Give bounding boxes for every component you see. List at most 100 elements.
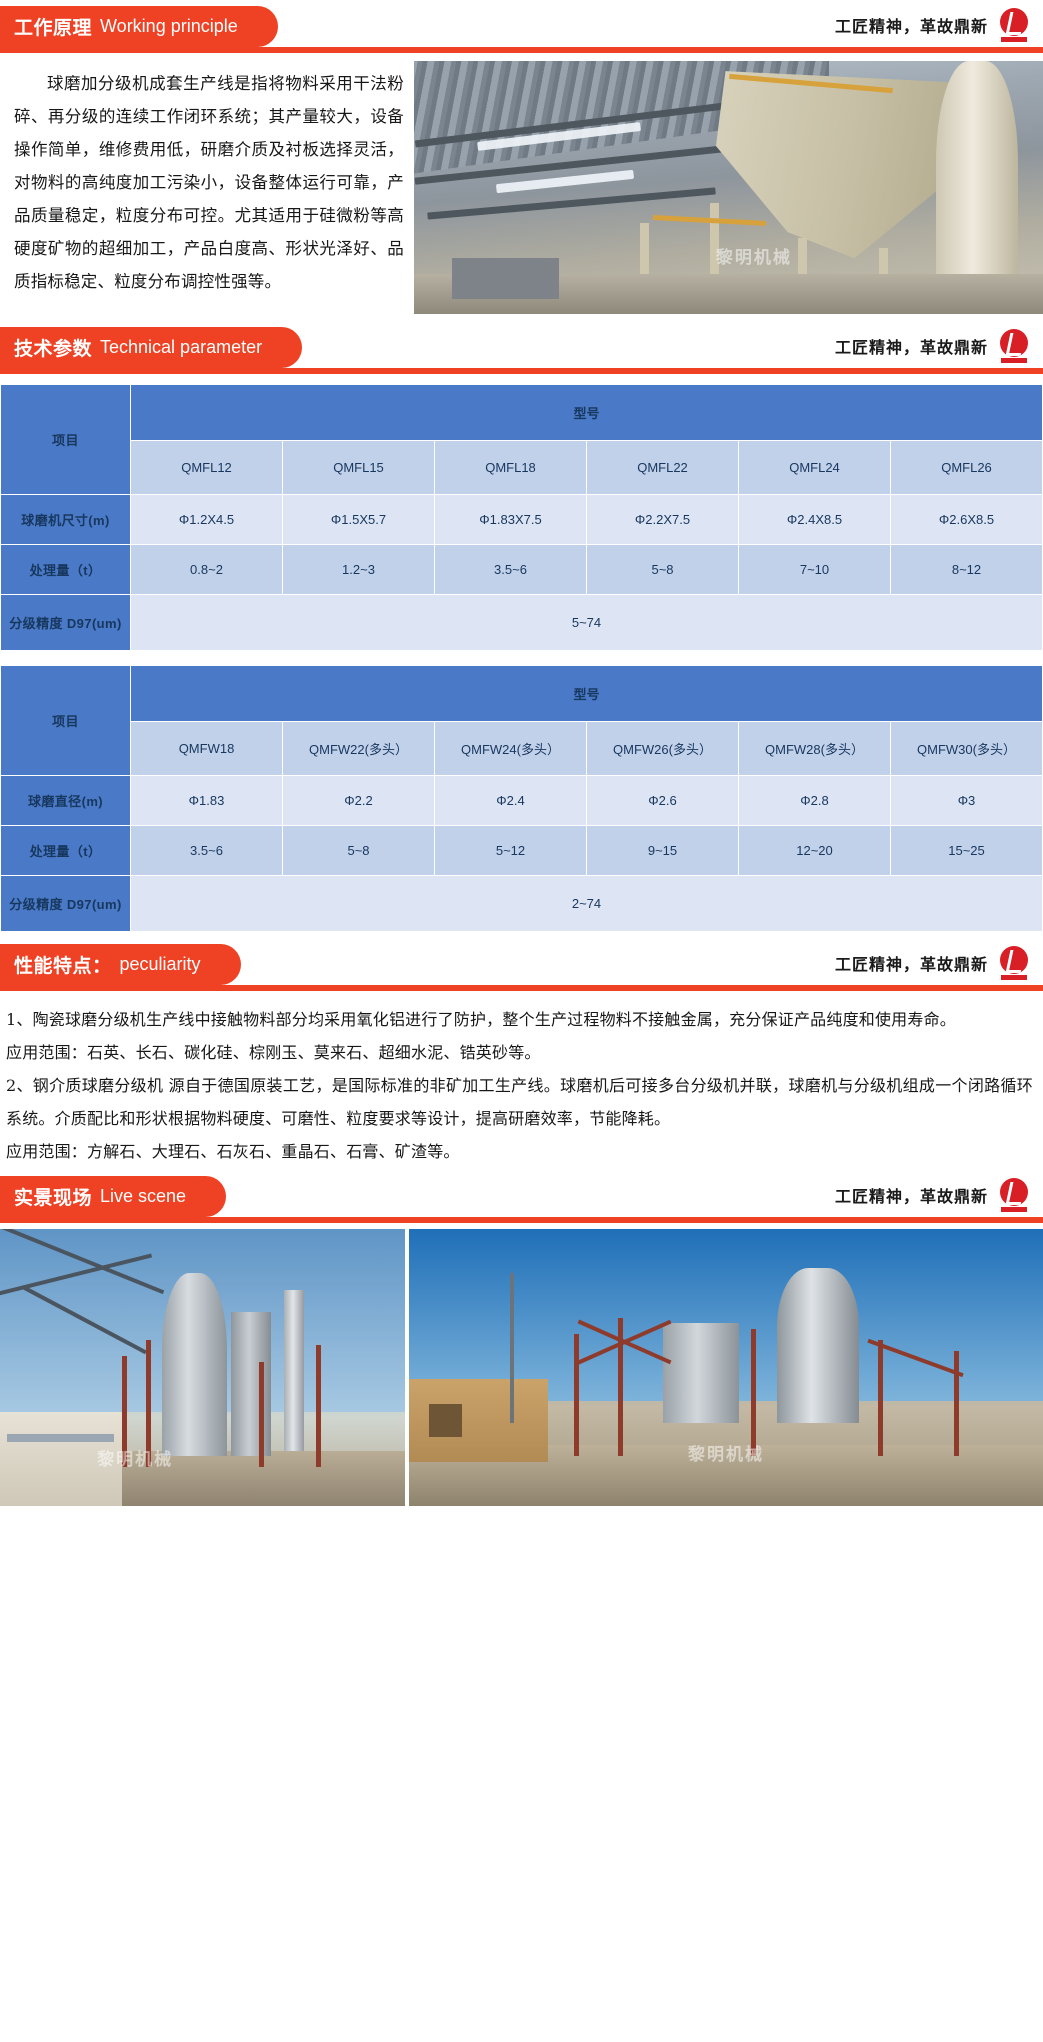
section-title-cn: 工作原理 — [14, 18, 93, 39]
table-cell: Φ1.5X5.7 — [282, 494, 435, 545]
photo-wall — [409, 1378, 549, 1462]
spec-table-1-wrap: 项目 型号 QMFL12 QMFL15 QMFL18 QMFL22 QMFL24… — [0, 374, 1043, 651]
table-cell: 15~25 — [890, 825, 1043, 876]
table-model-cell: QMFL15 — [282, 440, 435, 495]
section-title-en: Working principle — [100, 16, 238, 36]
photo-building — [0, 1411, 122, 1506]
table-cell: 0.8~2 — [130, 544, 283, 595]
photo-watermark: 黎明机械 — [687, 1444, 764, 1464]
table-item-header: 项目 — [0, 384, 131, 495]
logo-circle-icon — [1000, 329, 1028, 357]
brand-slogan: 工匠精神，革故鼎新 — [834, 340, 988, 357]
section-title-pill-working-principle: 工作原理 Working principle — [0, 6, 278, 47]
table-row-model-names: QMFW18 QMFW22(多头） QMFW24(多头） QMFW26(多头） … — [1, 721, 1043, 776]
table-cell-precision: 5~74 — [130, 594, 1043, 651]
table-model-cell: QMFW26(多头） — [586, 721, 739, 776]
logo-wordmark — [1001, 1207, 1027, 1212]
table-cell: 5~12 — [434, 825, 587, 876]
working-principle-paragraph: 球磨加分级机成套生产线是指将物料采用干法粉碎、再分级的连续工作闭环系统；其产量较… — [14, 74, 404, 291]
table-cell: 5~8 — [282, 825, 435, 876]
table-cell: Φ2.4 — [434, 775, 587, 826]
photo-steel-frame — [878, 1339, 884, 1457]
table-model-cell: QMFW28(多头） — [738, 721, 891, 776]
photo-stack — [283, 1289, 304, 1451]
table-cell: Φ2.6X8.5 — [890, 494, 1043, 545]
company-logo-icon — [997, 329, 1031, 363]
peculiarity-paragraph-4: 应用范围：方解石、大理石、石灰石、重晶石、石膏、矿渣等。 — [6, 1142, 460, 1161]
table-cell: Φ1.2X4.5 — [130, 494, 283, 545]
peculiarity-paragraph-3: 2、钢介质球磨分级机 源自于德国原装工艺，是国际标准的非矿加工生产线。球磨机后可… — [6, 1076, 1033, 1128]
photo-steel-frame — [145, 1339, 151, 1468]
working-principle-body: 球磨加分级机成套生产线是指将物料采用干法粉碎、再分级的连续工作闭环系统；其产量较… — [0, 53, 1043, 321]
section-title-pill-technical-parameter: 技术参数 Technical parameter — [0, 327, 303, 368]
brand-slogan: 工匠精神，革故鼎新 — [834, 957, 988, 974]
table-cell: Φ2.2 — [282, 775, 435, 826]
photo-steel-frame — [751, 1328, 757, 1457]
photo-steel-frame — [954, 1350, 960, 1457]
table-cell: Φ1.83 — [130, 775, 283, 826]
photo-watermark: 黎明机械 — [97, 1450, 174, 1470]
section-title-pill-peculiarity: 性能特点： peculiarity — [0, 944, 241, 985]
peculiarity-paragraph-1: 1、陶瓷球磨分级机生产线中接触物料部分均采用氧化铝进行了防护，整个生产过程物料不… — [6, 1010, 956, 1029]
header-underline — [0, 1217, 1043, 1223]
section-title-en: peculiarity — [119, 954, 201, 974]
table-row-label: 球磨机尺寸(m) — [0, 494, 131, 545]
logo-wordmark — [1001, 358, 1027, 363]
photo-tank — [662, 1323, 739, 1423]
photo-beam — [426, 187, 716, 220]
header-underline — [0, 47, 1043, 53]
section-title-en: Live scene — [100, 1186, 187, 1206]
photo-watermark: 黎明机械 — [715, 248, 792, 268]
table-row-label: 分级精度 D97(um) — [0, 594, 131, 651]
table-cell: 3.5~6 — [130, 825, 283, 876]
brand-block: 工匠精神，革故鼎新 — [835, 8, 1031, 42]
table-cell: Φ2.2X7.5 — [586, 494, 739, 545]
table-model-cell: QMFL26 — [890, 440, 1043, 495]
photo-silo — [230, 1312, 272, 1457]
photo-column — [709, 202, 719, 314]
table-row-model-names: QMFL12 QMFL15 QMFL18 QMFL22 QMFL24 QMFL2… — [1, 440, 1043, 495]
table-row-model-header: 项目 型号 — [0, 665, 1043, 776]
section-title-cn: 实景现场 — [14, 1188, 93, 1209]
table-cell: 7~10 — [738, 544, 891, 595]
working-principle-photo: 黎明机械 — [414, 61, 1043, 314]
table-cell: Φ1.83X7.5 — [434, 494, 587, 545]
company-logo-icon — [997, 946, 1031, 980]
table-cell: Φ2.6 — [586, 775, 739, 826]
photo-steel-frame — [259, 1361, 265, 1468]
logo-circle-icon — [1000, 946, 1028, 974]
table-model-cell: QMFL18 — [434, 440, 587, 495]
photo-duct — [936, 61, 1018, 314]
live-scene-photo-left: 黎明机械 — [0, 1229, 405, 1506]
logo-wordmark — [1001, 37, 1027, 42]
table-cell: 5~8 — [586, 544, 739, 595]
table-cell: Φ2.4X8.5 — [738, 494, 891, 545]
brand-slogan: 工匠精神，革故鼎新 — [834, 19, 988, 36]
table-model-cell: QMFW30(多头） — [890, 721, 1043, 776]
table-row-precision: 分级精度 D97(um) 5~74 — [0, 594, 1043, 651]
section-header-technical-parameter: 技术参数 Technical parameter 工匠精神，革故鼎新 — [0, 327, 1043, 374]
table-cell: 1.2~3 — [282, 544, 435, 595]
live-scene-photo-right: 黎明机械 — [409, 1229, 1043, 1506]
photo-column — [640, 222, 650, 314]
photo-steel-frame — [573, 1334, 579, 1457]
spec-table-qmfw: 项目 型号 QMFW18 QMFW22(多头） QMFW24(多头） QMFW2… — [0, 665, 1043, 932]
table-cell: 3.5~6 — [434, 544, 587, 595]
brand-block: 工匠精神，革故鼎新 — [835, 1178, 1031, 1212]
header-underline — [0, 368, 1043, 374]
table-cell-precision: 2~74 — [130, 875, 1043, 932]
peculiarity-paragraph-2: 应用范围：石英、长石、碳化硅、棕刚玉、莫来石、超细水泥、锆英砂等。 — [6, 1043, 541, 1062]
photo-silo — [776, 1267, 860, 1423]
live-scene-gallery: 黎明机械 黎明机械 — [0, 1229, 1043, 1506]
table-cell: 8~12 — [890, 544, 1043, 595]
photo-machine — [451, 258, 559, 299]
table-row-label: 处理量（t） — [0, 825, 131, 876]
company-logo-icon — [997, 1178, 1031, 1212]
table-model-cell: QMFL12 — [130, 440, 283, 495]
company-logo-icon — [997, 8, 1031, 42]
section-title-en: Technical parameter — [100, 337, 263, 357]
table-row-label: 处理量（t） — [0, 544, 131, 595]
table-model-header: 型号 — [130, 665, 1043, 722]
section-header-working-principle: 工作原理 Working principle 工匠精神，革故鼎新 — [0, 6, 1043, 53]
table-model-cell: QMFW22(多头） — [282, 721, 435, 776]
